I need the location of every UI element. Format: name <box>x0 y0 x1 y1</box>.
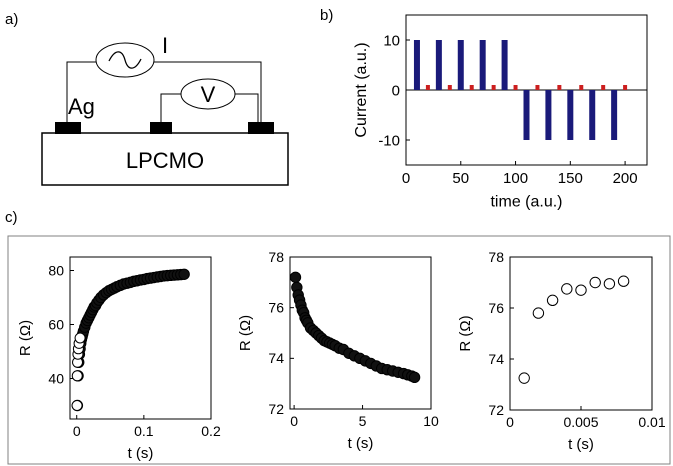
plot-frame <box>509 256 653 411</box>
y-tick-label: 60 <box>48 316 64 332</box>
data-point <box>408 371 421 384</box>
y-tick-label: 74 <box>488 351 504 367</box>
x-tick-label: 10 <box>423 413 439 429</box>
read-pulse-bar <box>579 85 584 90</box>
x-tick-label: 0.005 <box>563 414 598 430</box>
x-tick-label: 0.1 <box>134 423 154 439</box>
panel-label-b: b) <box>320 7 333 24</box>
current-source-label: I <box>162 33 168 58</box>
current-pulse-bar <box>611 90 618 140</box>
read-pulse-bar <box>513 85 518 90</box>
y-tick-label: 76 <box>268 300 284 316</box>
read-pulse-bar <box>601 85 606 90</box>
y-tick-label: 72 <box>268 401 284 417</box>
chart-resistance-short: 0 0.1 0.2 40 60 80 t (s) R (Ω) <box>17 256 221 462</box>
y-axis-label: R (Ω) <box>237 315 254 351</box>
y-axis-label: Current (a.u.) <box>353 42 370 137</box>
voltmeter-label: V <box>201 82 216 107</box>
y-tick-label: 74 <box>268 350 284 366</box>
contact-left <box>55 122 81 134</box>
schematic: LPCMO Ag I V <box>41 33 289 186</box>
data-point <box>289 271 302 283</box>
data-point <box>518 372 530 384</box>
panel-c-frame <box>7 235 671 465</box>
contact-middle <box>150 122 172 134</box>
data-point <box>71 370 83 382</box>
wire-current-left <box>66 61 96 122</box>
contact-right <box>248 122 274 134</box>
y-tick-label: 80 <box>48 262 64 278</box>
data-point <box>74 332 86 344</box>
current-pulse-bar <box>523 90 530 140</box>
chart-current-pulses: 0 50 100 150 200 -10 0 10 time (a.u.) Current (a.… <box>353 14 648 211</box>
x-tick-label: 50 <box>452 170 469 187</box>
wire-current-right <box>154 61 262 122</box>
current-pulse-bar <box>457 40 464 90</box>
read-pulse-bar <box>623 85 628 90</box>
y-tick-label: 76 <box>488 300 504 316</box>
y-tick-label: 72 <box>488 402 504 418</box>
y-axis-label: R (Ω) <box>17 320 34 356</box>
plot-frame <box>69 256 212 420</box>
chart-resistance-early: 0 0.005 0.01 72 74 76 78 t (s) R (Ω) <box>457 249 666 453</box>
x-axis-label: t (s) <box>568 436 594 453</box>
x-tick-label: 100 <box>503 170 528 187</box>
x-tick-label: 0 <box>73 423 81 439</box>
sample-block <box>41 132 289 186</box>
plot-frame <box>289 256 432 410</box>
y-tick-label: 0 <box>392 82 400 99</box>
y-tick-label: 40 <box>48 370 64 386</box>
y-axis-label: R (Ω) <box>457 315 474 351</box>
x-tick-label: 0.2 <box>201 423 221 439</box>
panel-label-a: a) <box>5 11 18 28</box>
voltmeter-symbol <box>180 78 236 110</box>
x-axis-label: t (s) <box>128 445 154 462</box>
y-tick-label: 78 <box>488 249 504 265</box>
read-pulse-bar <box>557 85 562 90</box>
read-pulse-bar <box>447 85 452 90</box>
sample-label: LPCMO <box>126 148 204 173</box>
x-tick-label: 0 <box>402 170 410 187</box>
x-tick-label: 200 <box>613 170 638 187</box>
current-pulse-bar <box>545 90 552 140</box>
current-pulse-bar <box>567 90 574 140</box>
x-tick-label: 150 <box>558 170 583 187</box>
current-pulse-bar <box>501 40 508 90</box>
data-point <box>603 278 616 290</box>
current-pulse-bar <box>589 90 596 140</box>
chart-resistance-long: 0 5 10 72 74 76 78 t (s) R (Ω) <box>237 249 439 452</box>
read-pulse-bar <box>469 85 474 90</box>
current-pulse-bar <box>479 40 486 90</box>
data-point <box>575 284 587 296</box>
data-point <box>617 275 630 287</box>
y-tick-label: 78 <box>268 249 284 265</box>
read-pulse-bar <box>535 85 540 90</box>
data-point <box>178 268 190 280</box>
wire-voltmeter-right <box>235 93 259 122</box>
data-point <box>561 283 573 295</box>
x-tick-label: 5 <box>359 413 367 429</box>
x-axis-label: t (s) <box>348 435 374 452</box>
y-tick-label: -10 <box>378 132 400 149</box>
panel-label-c: c) <box>5 209 18 226</box>
x-tick-label: 0 <box>290 413 298 429</box>
data-point <box>71 400 83 411</box>
read-pulse-bar <box>491 85 496 90</box>
x-axis-label: time (a.u.) <box>490 194 562 211</box>
contact-label: Ag <box>68 94 95 119</box>
current-pulse-bar <box>435 40 442 90</box>
y-tick-label: 10 <box>383 32 400 49</box>
read-pulse-bar <box>425 85 430 90</box>
wire-voltmeter-left <box>160 93 181 122</box>
x-tick-label: 0.01 <box>638 414 665 430</box>
current-pulse-bar <box>413 40 420 90</box>
data-point <box>532 307 545 319</box>
data-point <box>589 276 601 289</box>
x-tick-label: 0 <box>506 414 514 430</box>
data-point <box>546 294 559 307</box>
ac-sine-icon <box>108 51 142 69</box>
